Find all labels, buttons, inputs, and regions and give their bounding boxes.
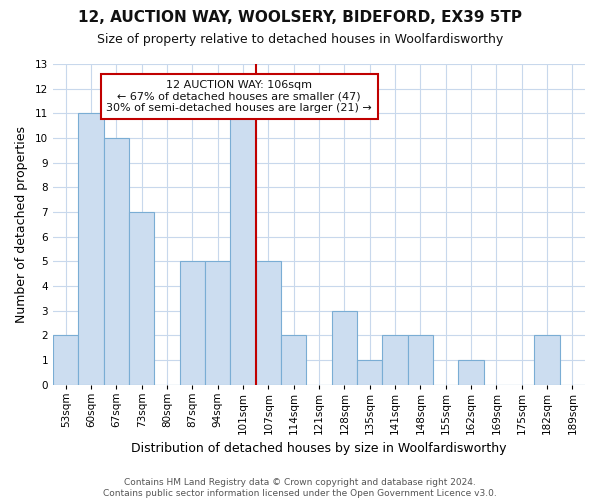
Bar <box>407 336 433 384</box>
Bar <box>458 360 484 384</box>
Bar <box>256 262 281 384</box>
Bar <box>53 336 79 384</box>
Bar <box>205 262 230 384</box>
X-axis label: Distribution of detached houses by size in Woolfardisworthy: Distribution of detached houses by size … <box>131 442 507 455</box>
Text: 12, AUCTION WAY, WOOLSERY, BIDEFORD, EX39 5TP: 12, AUCTION WAY, WOOLSERY, BIDEFORD, EX3… <box>78 10 522 25</box>
Text: Contains HM Land Registry data © Crown copyright and database right 2024.
Contai: Contains HM Land Registry data © Crown c… <box>103 478 497 498</box>
Text: Size of property relative to detached houses in Woolfardisworthy: Size of property relative to detached ho… <box>97 32 503 46</box>
Y-axis label: Number of detached properties: Number of detached properties <box>15 126 28 323</box>
Bar <box>382 336 407 384</box>
Bar <box>357 360 382 384</box>
Bar <box>180 262 205 384</box>
Bar <box>332 310 357 384</box>
Bar <box>129 212 154 384</box>
Text: 12 AUCTION WAY: 106sqm
← 67% of detached houses are smaller (47)
30% of semi-det: 12 AUCTION WAY: 106sqm ← 67% of detached… <box>106 80 372 113</box>
Bar <box>104 138 129 384</box>
Bar <box>535 336 560 384</box>
Bar <box>79 114 104 384</box>
Bar <box>230 114 256 384</box>
Bar <box>281 336 307 384</box>
